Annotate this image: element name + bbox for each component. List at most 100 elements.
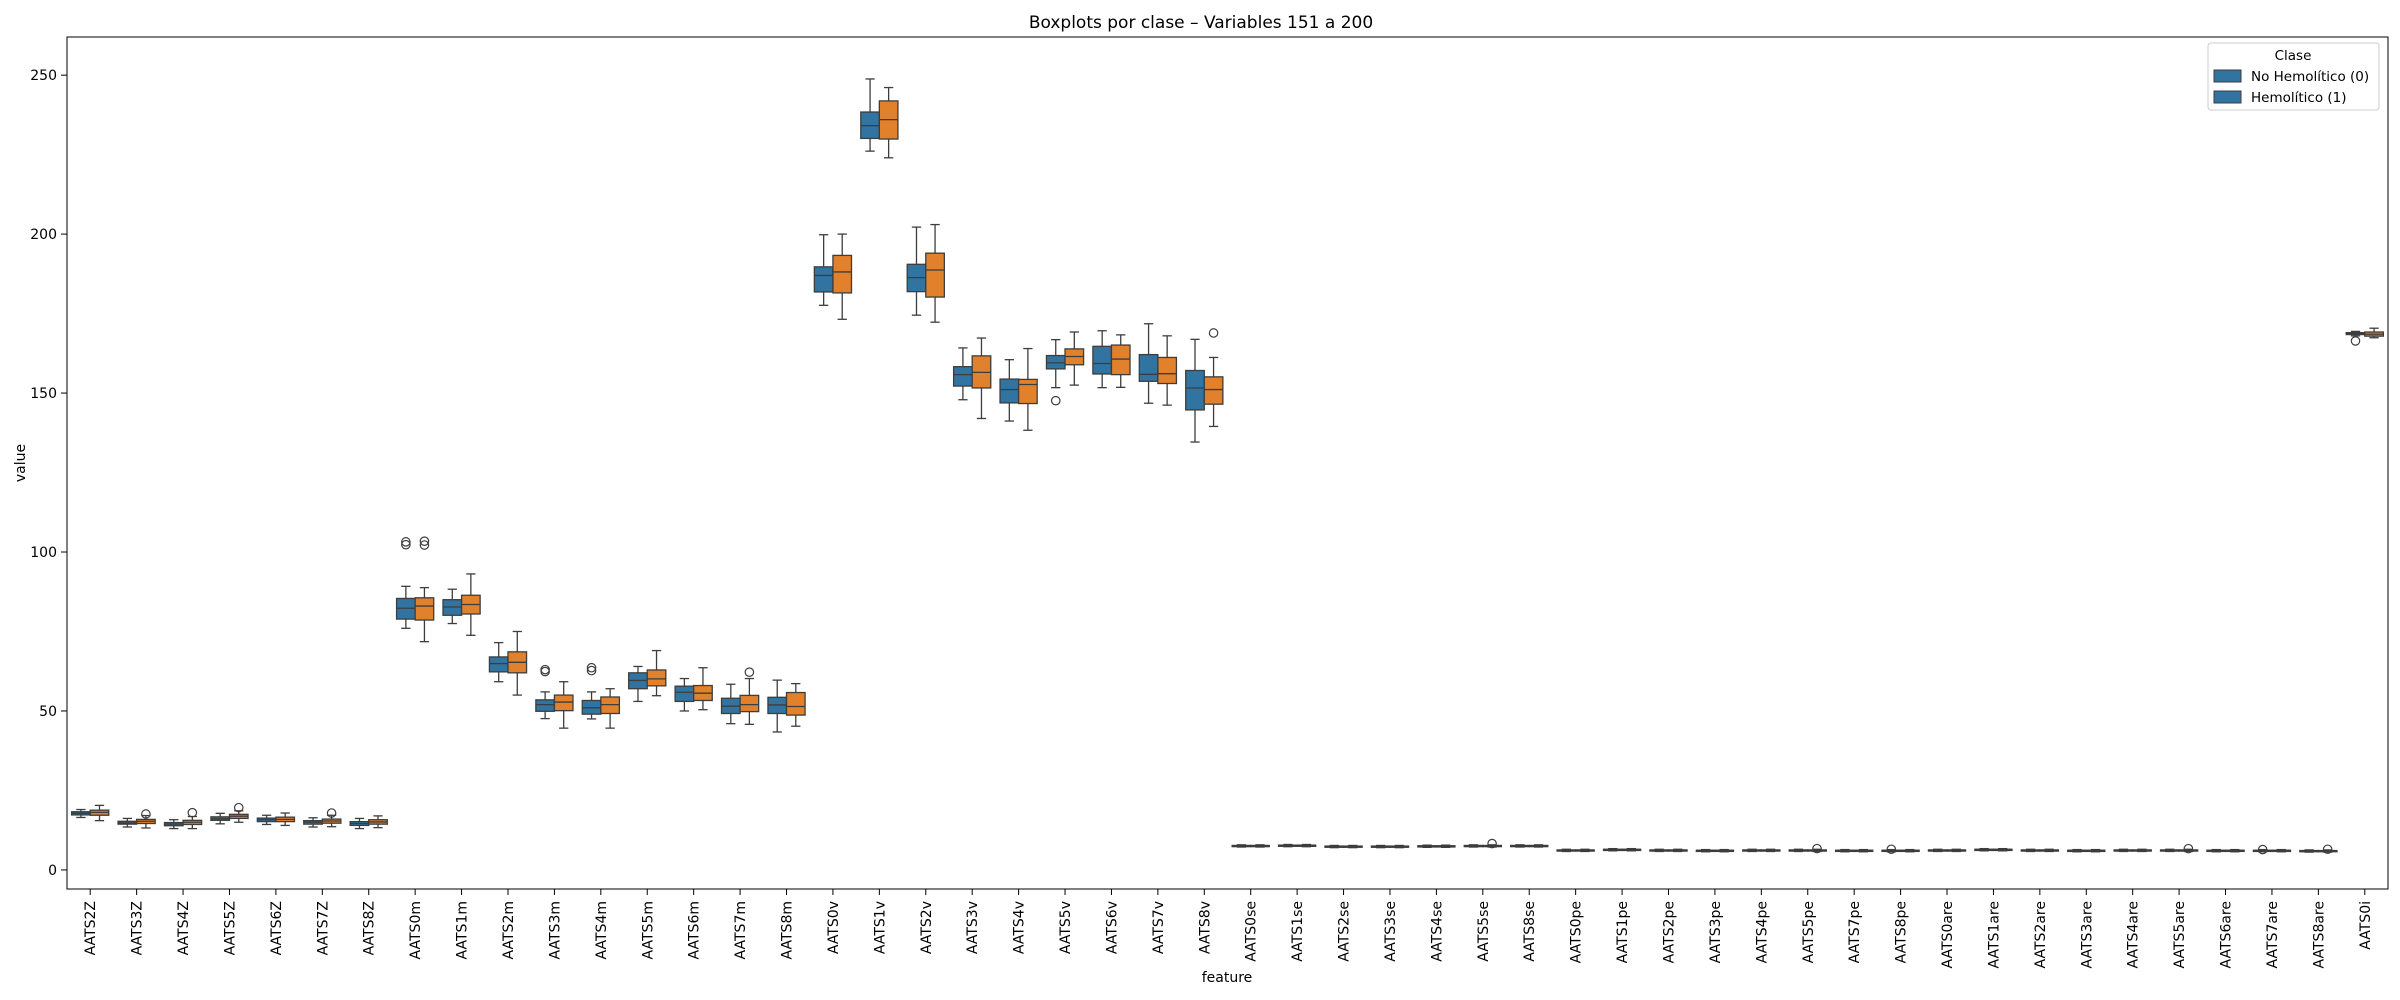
box-iqr [646, 669, 667, 687]
box-iqr [739, 694, 760, 713]
y-tick-label: 100 [30, 545, 57, 561]
box-AATS6Z-class0 [256, 814, 277, 826]
box-AATS1m-class0 [442, 588, 463, 625]
x-tick-label: AATS0v [826, 901, 842, 954]
box-AATS2are-class1 [2039, 848, 2060, 853]
box-iqr [999, 378, 1020, 404]
box-AATS3are-class1 [2085, 848, 2106, 853]
outlier-point [2257, 844, 2268, 855]
box-AATS8se-class0 [1510, 844, 1530, 848]
box-AATS7pe-class0 [1834, 848, 1855, 853]
box-AATS0are-class0 [1927, 848, 1948, 853]
box-AATS7v-class0 [1138, 323, 1159, 404]
outlier-point [401, 537, 411, 547]
box-AATS3pe-class1 [1714, 848, 1735, 853]
x-tick-label: AATS2Z [83, 901, 99, 955]
x-tick-label: AATS0are [1940, 901, 1956, 968]
x-tick-label: AATS8se [1522, 901, 1538, 962]
box-AATS2m-class1 [507, 630, 528, 696]
box-AATS4Z-class1 [182, 807, 203, 830]
box-AATS8m-class1 [785, 682, 806, 727]
box-AATS2v-class0 [906, 226, 927, 316]
box-AATS1v-class0 [860, 78, 880, 152]
box-AATS4v-class1 [1017, 347, 1038, 431]
box-iqr [535, 699, 556, 712]
box-AATS0m-class1 [414, 536, 435, 643]
box-iqr [674, 685, 695, 703]
box-AATS5are-class1 [2178, 843, 2199, 854]
box-AATS7m-class0 [720, 683, 741, 725]
box-iqr [553, 694, 574, 712]
box-iqr [1203, 376, 1224, 405]
x-tick-label: AATS6Z [269, 901, 285, 955]
x-tick-label: AATS4v [1012, 901, 1028, 954]
box-iqr [1110, 344, 1131, 376]
outlier-point [141, 809, 151, 819]
box-AATS7Z-class1 [321, 808, 342, 828]
chart-title: Boxplots por clase – Variables 151 a 200 [1029, 13, 1373, 33]
box-AATS4pe-class0 [1742, 848, 1762, 853]
box-iqr [925, 252, 945, 298]
box-AATS0are-class1 [1946, 848, 1967, 853]
box-AATS5are-class0 [2159, 848, 2180, 853]
box-AATS6Z-class1 [275, 812, 296, 827]
box-AATS1v-class1 [878, 86, 899, 159]
x-tick-label: AATS5Z [222, 901, 238, 955]
x-tick-label: AATS5pe [1801, 901, 1817, 963]
box-AATS3se-class1 [1389, 844, 1410, 849]
box-AATS7v-class1 [1157, 335, 1178, 406]
box-AATS8pe-class1 [1899, 848, 1920, 853]
box-AATS5m-class0 [628, 665, 648, 703]
x-tick-label: AATS7m [733, 901, 749, 959]
x-tick-label: AATS1are [1986, 901, 2002, 968]
x-tick-label: AATS7Z [315, 901, 331, 955]
x-tick-label: AATS4m [594, 901, 610, 959]
x-tick-label: AATS5se [1476, 901, 1492, 962]
box-AATS2se-class0 [1324, 844, 1345, 849]
x-tick-label: AATS7are [2265, 901, 2281, 968]
x-tick-label: AATS1v [872, 901, 888, 954]
box-AATS1se-class0 [1277, 843, 1298, 848]
outlier-point [540, 664, 550, 675]
y-tick-label: 0 [48, 863, 57, 879]
x-tick-label: AATS6v [1104, 901, 1120, 954]
box-AATS3pe-class0 [1695, 848, 1716, 853]
x-tick-label: AATS7v [1151, 901, 1167, 954]
x-tick-label: AATS3se [1383, 901, 1399, 962]
outlier-point [1487, 838, 1497, 849]
box-AATS2Z-class0 [70, 808, 91, 819]
outlier-point [1050, 395, 1061, 406]
box-AATS2Z-class1 [89, 804, 110, 822]
box-AATS5pe-class0 [1788, 848, 1809, 853]
box-AATS4pe-class1 [1760, 848, 1781, 853]
x-tick-label: AATS1pe [1615, 901, 1631, 963]
box-AATS4are-class0 [2113, 848, 2134, 853]
x-tick-label: AATS2se [1337, 901, 1353, 962]
box-iqr [1185, 369, 1205, 411]
box-AATS1are-class0 [1974, 847, 1995, 852]
legend-title: Clase [2275, 48, 2312, 64]
box-AATS1se-class1 [1296, 843, 1317, 848]
outlier-point [419, 540, 430, 550]
outlier-point [233, 802, 244, 813]
box-AATS1are-class1 [1992, 847, 2013, 852]
x-tick-label: AATS3m [547, 901, 563, 959]
box-AATS8v-class1 [1203, 328, 1224, 428]
x-tick-label: AATS0se [1244, 901, 1260, 962]
x-tick-label: AATS2are [2033, 901, 2049, 968]
box-AATS0i-class1 [2364, 327, 2385, 339]
box-AATS4v-class0 [999, 359, 1020, 422]
box-AATS8v-class0 [1185, 338, 1205, 443]
legend: Clase No Hemolítico (0) Hemolítico (1) [2207, 42, 2380, 111]
box-AATS1m-class1 [460, 573, 481, 636]
box-AATS3m-class0 [535, 664, 556, 720]
box-AATS1pe-class1 [1621, 847, 1642, 852]
plot-area: 0 50 100 150 200 250 AATS2Z AATS3Z AATS4Z AATS5Z A… [30, 68, 2385, 968]
box-iqr [813, 266, 834, 293]
box-AATS5v-class0 [1045, 339, 1066, 406]
box-AATS6are-class1 [2224, 848, 2245, 853]
x-tick-label: AATS4pe [1754, 901, 1770, 963]
outlier-point [1886, 844, 1897, 855]
outlier-point [586, 665, 597, 676]
outlier-point [326, 808, 337, 818]
